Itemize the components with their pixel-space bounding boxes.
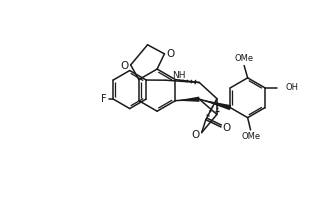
Polygon shape: [175, 97, 200, 102]
Text: OMe: OMe: [241, 133, 260, 141]
Text: OMe: OMe: [234, 54, 254, 63]
Text: OH: OH: [286, 83, 299, 92]
Polygon shape: [199, 99, 231, 110]
Text: O: O: [191, 131, 199, 140]
Text: F: F: [101, 94, 106, 104]
Text: O: O: [167, 49, 175, 60]
Text: O: O: [223, 123, 231, 134]
Text: NH: NH: [172, 71, 186, 80]
Text: O: O: [120, 60, 128, 71]
